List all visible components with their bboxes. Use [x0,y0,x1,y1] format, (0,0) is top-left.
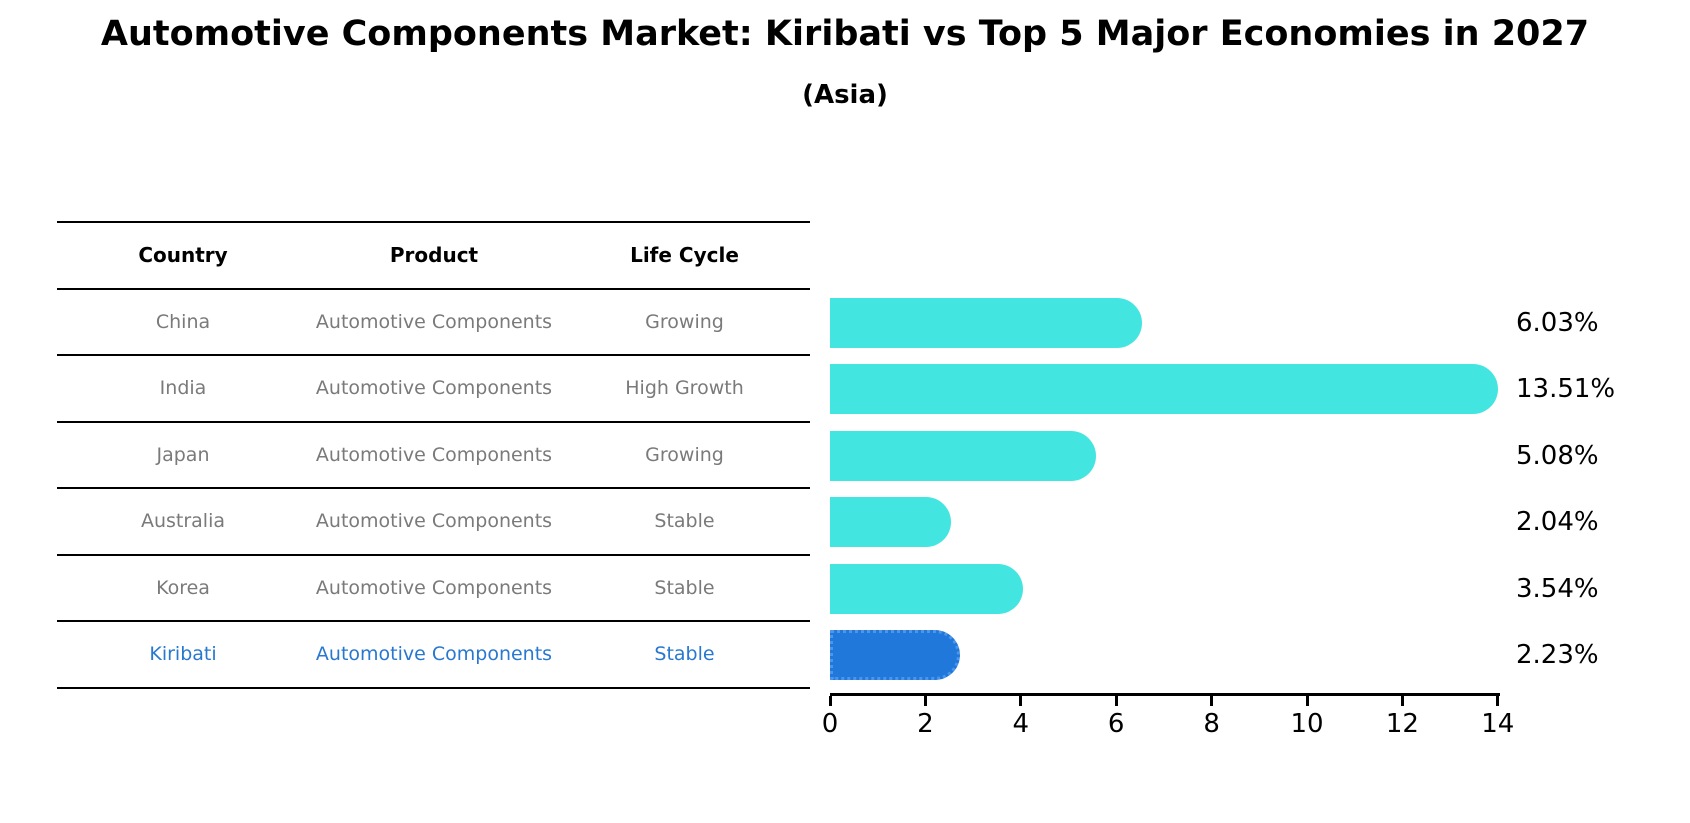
tick-label: 6 [1107,709,1125,739]
table-row-australia: Australia Automotive Components Stable [57,489,810,556]
tick-mark [1210,696,1214,706]
bar-row-australia: 2.04% [830,489,1690,556]
table-cell-country: Korea [156,576,210,599]
bar-china [830,297,1142,348]
bar-chart-area: 6.03% 13.51% 5.08% 2.04% 3.54% 2.23% [830,290,1690,689]
table-cell-life-cycle: Stable [654,510,715,533]
table-cell-product: Automotive Components [315,310,553,333]
table-cell-country: China [155,310,211,333]
tick-mark [1400,696,1404,706]
bar-india [830,364,1499,415]
column-header-life-cycle: Life Cycle [630,243,739,268]
value-label: 3.54% [1516,573,1599,604]
value-label: 5.08% [1516,440,1599,471]
tick-label: 10 [1290,709,1324,739]
table-row-japan: Japan Automotive Components Growing [57,423,810,489]
table-cell-product: Automotive Components [315,576,553,599]
value-label: 6.03% [1516,307,1599,338]
chart-subtitle: (Asia) [802,80,888,110]
tick-mark [1496,696,1500,706]
table-cell-life-cycle: Growing [645,443,724,466]
value-label: 2.23% [1516,640,1599,671]
table-header-row: Country Product Life Cycle [57,223,810,290]
tick-label: 0 [821,709,839,739]
tick-label: 8 [1203,709,1220,739]
tick-label: 14 [1481,709,1515,739]
tick-mark [1305,696,1309,706]
bar-row-korea: 3.54% [830,556,1690,623]
table-cell-country: Australia [140,510,226,533]
bar-japan [830,430,1097,481]
bar-row-kiribati: 2.23% [830,622,1690,689]
chart-title: Automotive Components Market: Kiribati v… [100,14,1590,54]
table-cell-country: Japan [156,443,210,466]
tick-mark [1019,696,1023,706]
table-cell-product: Automotive Components [315,643,553,666]
table-cell-life-cycle: Growing [645,310,724,333]
tick-label: 4 [1012,709,1030,739]
table-body: China Automotive Components Growing Indi… [57,290,810,689]
table-row-kiribati: Kiribati Automotive Components Stable [57,622,810,689]
value-label: 2.04% [1516,507,1599,538]
table-cell-product: Automotive Components [315,443,553,466]
table-cell-life-cycle: Stable [654,576,715,599]
data-table: Country Product Life Cycle China Automot… [57,221,810,689]
bar-kiribati [830,630,961,681]
table-cell-life-cycle: Stable [654,643,715,666]
x-axis-line [830,693,1500,696]
table-cell-country: India [159,377,207,400]
table-row-china: China Automotive Components Growing [57,290,810,356]
x-axis: 0 2 4 6 8 10 12 14 [822,693,1550,763]
table-cell-life-cycle: High Growth [625,377,744,400]
table-cell-country: Kiribati [149,643,217,666]
tick-label: 2 [917,709,934,739]
column-header-country: Country [138,243,228,268]
table-cell-product: Automotive Components [315,377,553,400]
tick-mark [828,696,832,706]
bar-australia [830,497,952,548]
bar-row-japan: 5.08% [830,423,1690,490]
bar-korea [830,563,1023,614]
bar-row-china: 6.03% [830,290,1690,357]
tick-label: 12 [1385,709,1419,739]
column-header-product: Product [389,243,479,268]
bar-row-india: 13.51% [830,356,1690,423]
tick-mark [923,696,927,706]
value-label: 13.51% [1516,374,1616,405]
table-row-india: India Automotive Components High Growth [57,356,810,423]
table-row-korea: Korea Automotive Components Stable [57,556,810,622]
tick-mark [1114,696,1118,706]
table-cell-product: Automotive Components [315,510,553,533]
